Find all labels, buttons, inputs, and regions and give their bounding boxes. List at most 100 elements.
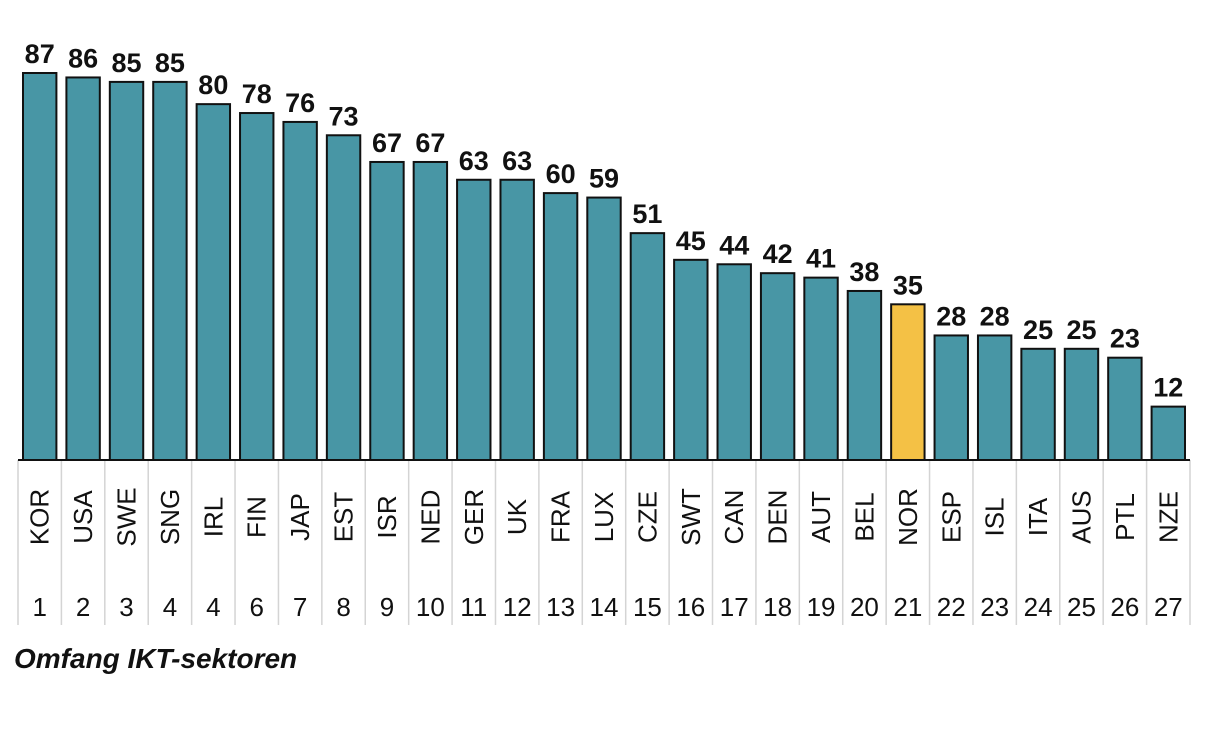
rank-label: 24 bbox=[1024, 592, 1053, 622]
category-label: GER bbox=[459, 489, 489, 545]
value-label: 45 bbox=[676, 226, 706, 256]
rank-label: 25 bbox=[1067, 592, 1096, 622]
value-label: 78 bbox=[242, 79, 272, 109]
bar-ger bbox=[456, 178, 492, 462]
rank-label: 6 bbox=[250, 592, 264, 622]
bar-swe bbox=[108, 80, 145, 462]
bar-isr bbox=[369, 160, 405, 461]
rank-label: 15 bbox=[633, 592, 662, 622]
bar-esp bbox=[933, 334, 969, 461]
rank-label: 27 bbox=[1154, 592, 1183, 622]
category-label: CZE bbox=[632, 491, 662, 543]
rank-label: 9 bbox=[380, 592, 394, 622]
value-label: 41 bbox=[806, 244, 836, 274]
category-label: NOR bbox=[893, 488, 923, 546]
bar-lux bbox=[586, 196, 622, 461]
bar-aut bbox=[803, 276, 839, 461]
chart-caption: Omfang IKT-sektoren bbox=[14, 643, 298, 674]
value-label: 73 bbox=[329, 101, 359, 131]
rank-label: 17 bbox=[720, 592, 749, 622]
category-label: UK bbox=[502, 498, 532, 535]
category-label: AUT bbox=[806, 491, 836, 543]
bar-chart: 87 KOR 1 86 USA 2 85 SWE 3 85 SNG 4 80 IRL 4 78 FIN 6 76 JA… bbox=[17, 39, 1191, 625]
bar-usa bbox=[65, 76, 101, 461]
category-label: SWT bbox=[676, 488, 706, 546]
category-label: KOR bbox=[25, 489, 55, 545]
bar-nze bbox=[1150, 405, 1187, 462]
bar-can bbox=[716, 263, 752, 461]
bar-fin bbox=[239, 112, 275, 461]
value-label: 85 bbox=[155, 48, 185, 78]
value-label: 38 bbox=[849, 257, 879, 287]
rank-label: 21 bbox=[893, 592, 922, 622]
category-label: ISL bbox=[980, 497, 1010, 536]
category-label: IRL bbox=[198, 497, 228, 537]
value-label: 42 bbox=[763, 239, 793, 269]
bar-uk bbox=[499, 178, 535, 462]
bar-jap bbox=[282, 120, 318, 462]
rank-label: 7 bbox=[293, 592, 307, 622]
rank-label: 12 bbox=[503, 592, 532, 622]
bar-den bbox=[759, 272, 796, 462]
value-label: 23 bbox=[1110, 324, 1140, 354]
bar-isl bbox=[976, 334, 1013, 461]
bar-sng bbox=[152, 80, 188, 462]
rank-label: 1 bbox=[32, 592, 46, 622]
value-label: 25 bbox=[1023, 315, 1053, 345]
rank-label: 23 bbox=[980, 592, 1009, 622]
value-label: 87 bbox=[25, 39, 55, 69]
value-label: 76 bbox=[285, 88, 315, 118]
bar-ita bbox=[1020, 347, 1056, 461]
category-label: SWE bbox=[112, 487, 142, 546]
category-label: LUX bbox=[589, 492, 619, 543]
category-label: ITA bbox=[1023, 497, 1053, 536]
bar-cze bbox=[629, 232, 666, 461]
value-label: 12 bbox=[1153, 373, 1183, 403]
rank-label: 26 bbox=[1110, 592, 1139, 622]
bar-swt bbox=[673, 258, 709, 461]
value-label: 59 bbox=[589, 164, 619, 194]
rank-label: 20 bbox=[850, 592, 879, 622]
value-label: 28 bbox=[936, 301, 966, 331]
rank-label: 19 bbox=[807, 592, 836, 622]
rank-label: 14 bbox=[590, 592, 619, 622]
bar-bel bbox=[846, 289, 883, 461]
rank-label: 4 bbox=[163, 592, 177, 622]
category-label: USA bbox=[68, 490, 98, 544]
rank-label: 3 bbox=[119, 592, 133, 622]
category-label: FRA bbox=[546, 490, 576, 543]
category-label: FIN bbox=[242, 496, 272, 538]
rank-label: 8 bbox=[336, 592, 350, 622]
value-label: 60 bbox=[546, 159, 576, 189]
category-label: ESP bbox=[936, 491, 966, 543]
bar-ned bbox=[412, 160, 449, 461]
bar-aus bbox=[1063, 347, 1100, 461]
value-label: 85 bbox=[111, 48, 141, 78]
category-label: ISR bbox=[372, 495, 402, 538]
rank-label: 11 bbox=[460, 592, 487, 622]
bar-irl bbox=[195, 103, 232, 461]
category-label: NZE bbox=[1153, 491, 1183, 543]
value-label: 51 bbox=[632, 199, 662, 229]
category-label: CAN bbox=[719, 490, 749, 545]
category-label: PTL bbox=[1110, 493, 1140, 541]
value-label: 63 bbox=[459, 146, 489, 176]
rank-label: 18 bbox=[763, 592, 792, 622]
bar-kor bbox=[22, 72, 58, 461]
rank-label: 16 bbox=[676, 592, 705, 622]
category-label: DEN bbox=[763, 490, 793, 545]
value-label: 63 bbox=[502, 146, 532, 176]
category-label: AUS bbox=[1066, 490, 1096, 543]
value-label: 80 bbox=[198, 70, 228, 100]
rank-label: 22 bbox=[937, 592, 966, 622]
value-label: 67 bbox=[415, 128, 445, 158]
value-label: 28 bbox=[980, 301, 1010, 331]
value-label: 35 bbox=[893, 270, 923, 300]
value-label: 67 bbox=[372, 128, 402, 158]
bar-est bbox=[325, 134, 362, 462]
bar-fra bbox=[542, 192, 579, 461]
bar-ptl bbox=[1107, 356, 1143, 462]
category-label: NED bbox=[415, 490, 445, 545]
rank-label: 10 bbox=[416, 592, 445, 622]
rank-label: 4 bbox=[206, 592, 220, 622]
